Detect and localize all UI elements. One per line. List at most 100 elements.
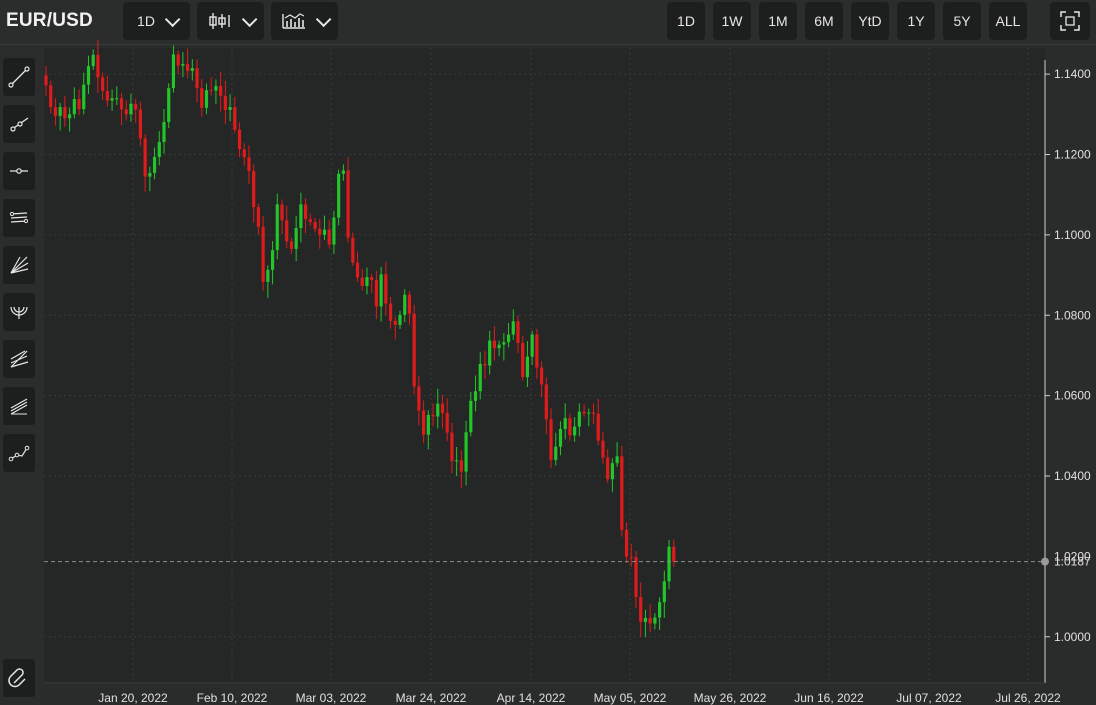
range-all-button[interactable]: ALL bbox=[989, 2, 1027, 40]
fan-tool[interactable] bbox=[3, 246, 35, 284]
range-1w-button[interactable]: 1W bbox=[713, 2, 751, 40]
candle-body bbox=[648, 617, 652, 624]
candle-up bbox=[530, 330, 534, 365]
candle-body bbox=[266, 269, 270, 282]
candle-body bbox=[516, 321, 520, 343]
indicators-icon bbox=[282, 13, 305, 29]
polyline-tool[interactable] bbox=[3, 434, 35, 472]
candle-body bbox=[341, 170, 345, 174]
candle-body bbox=[436, 403, 440, 417]
candle-up bbox=[426, 410, 430, 450]
candle-body bbox=[134, 103, 138, 110]
candle-body bbox=[82, 84, 86, 110]
candle-body bbox=[582, 411, 586, 414]
range-6m-button[interactable]: 6M bbox=[805, 2, 843, 40]
candle-body bbox=[464, 432, 468, 472]
candle-down bbox=[407, 291, 412, 325]
parallel-channel-icon bbox=[9, 211, 29, 224]
candle-body bbox=[318, 228, 322, 235]
candle-body bbox=[214, 86, 218, 91]
candle-down bbox=[540, 361, 544, 398]
candle-body bbox=[119, 98, 124, 110]
last-price-line: 1.0187 bbox=[44, 555, 1091, 569]
candle-body bbox=[233, 107, 237, 130]
chart-type-dropdown[interactable] bbox=[197, 2, 264, 40]
plot-area[interactable] bbox=[44, 48, 1045, 683]
candle-body bbox=[219, 86, 223, 96]
arc-tool[interactable] bbox=[3, 293, 35, 331]
candle-up bbox=[228, 94, 232, 122]
range-5y-button[interactable]: 5Y bbox=[943, 2, 981, 40]
candle-down bbox=[370, 273, 374, 293]
candle-body bbox=[403, 294, 407, 315]
candle-down bbox=[544, 377, 548, 435]
candle-body bbox=[143, 138, 147, 177]
candle-body bbox=[601, 440, 605, 458]
candle-down bbox=[261, 216, 265, 291]
candle-up bbox=[469, 391, 473, 437]
candle-body bbox=[157, 142, 161, 157]
fullscreen-button[interactable] bbox=[1050, 2, 1090, 40]
candle-body bbox=[445, 412, 449, 433]
candle-body bbox=[148, 172, 152, 177]
candlestick-series bbox=[44, 39, 676, 638]
candle-body bbox=[200, 88, 204, 108]
candle-body bbox=[86, 66, 91, 85]
interval-dropdown[interactable]: 1D bbox=[123, 2, 190, 40]
candle-body bbox=[483, 363, 487, 366]
candle-down bbox=[233, 96, 237, 134]
candle-body bbox=[162, 121, 166, 143]
candle-body bbox=[270, 250, 275, 270]
candle-body bbox=[247, 157, 251, 171]
x-tick-label: May 05, 2022 bbox=[594, 691, 667, 705]
candle-body bbox=[242, 149, 246, 158]
candle-up bbox=[506, 322, 511, 348]
magnet-tool[interactable] bbox=[3, 659, 35, 697]
candle-down bbox=[516, 315, 520, 353]
candle-body bbox=[653, 617, 657, 624]
candle-body bbox=[587, 412, 591, 414]
candle-up bbox=[403, 289, 407, 322]
candle-up bbox=[478, 352, 482, 400]
candle-down bbox=[96, 39, 100, 94]
range-1d-button[interactable]: 1D bbox=[667, 2, 705, 40]
candle-body bbox=[332, 217, 336, 245]
candle-body bbox=[384, 274, 388, 304]
candle-body bbox=[450, 432, 454, 462]
ray-icon bbox=[10, 117, 29, 132]
last-price-marker bbox=[1041, 557, 1049, 566]
candle-up bbox=[502, 332, 506, 361]
candle-down bbox=[351, 232, 355, 266]
range-1m-button[interactable]: 1M bbox=[759, 2, 797, 40]
candle-down bbox=[256, 203, 260, 235]
horizontal-line-tool[interactable] bbox=[3, 152, 35, 190]
indicators-dropdown[interactable] bbox=[271, 2, 338, 40]
candle-down bbox=[393, 316, 397, 340]
candle-body bbox=[544, 384, 548, 420]
drawing-toolbar bbox=[0, 48, 42, 705]
candle-down bbox=[672, 539, 676, 567]
trend-line-tool[interactable] bbox=[3, 58, 35, 96]
candle-body bbox=[629, 556, 633, 558]
candle-body bbox=[327, 229, 331, 245]
candle-body bbox=[351, 237, 355, 263]
candle-body bbox=[554, 446, 558, 460]
range-1y-button[interactable]: 1Y bbox=[897, 2, 935, 40]
candle-down bbox=[620, 446, 624, 537]
candle-body bbox=[431, 414, 435, 417]
y-tick-label: 1.0400 bbox=[1054, 469, 1091, 483]
candle-down bbox=[289, 237, 294, 255]
candle-body bbox=[379, 274, 383, 307]
candle-body bbox=[634, 557, 638, 597]
parallel-channel-tool[interactable] bbox=[3, 199, 35, 237]
candle-down bbox=[648, 604, 652, 633]
range-ytd-button[interactable]: YtD bbox=[851, 2, 889, 40]
ray-tool[interactable] bbox=[3, 105, 35, 143]
candle-body bbox=[308, 219, 312, 223]
pitchfork-tool[interactable] bbox=[3, 340, 35, 378]
polyline-icon bbox=[8, 445, 30, 462]
candle-down bbox=[186, 48, 190, 79]
regression-channel-tool[interactable] bbox=[3, 387, 35, 425]
candle-body bbox=[398, 314, 402, 325]
